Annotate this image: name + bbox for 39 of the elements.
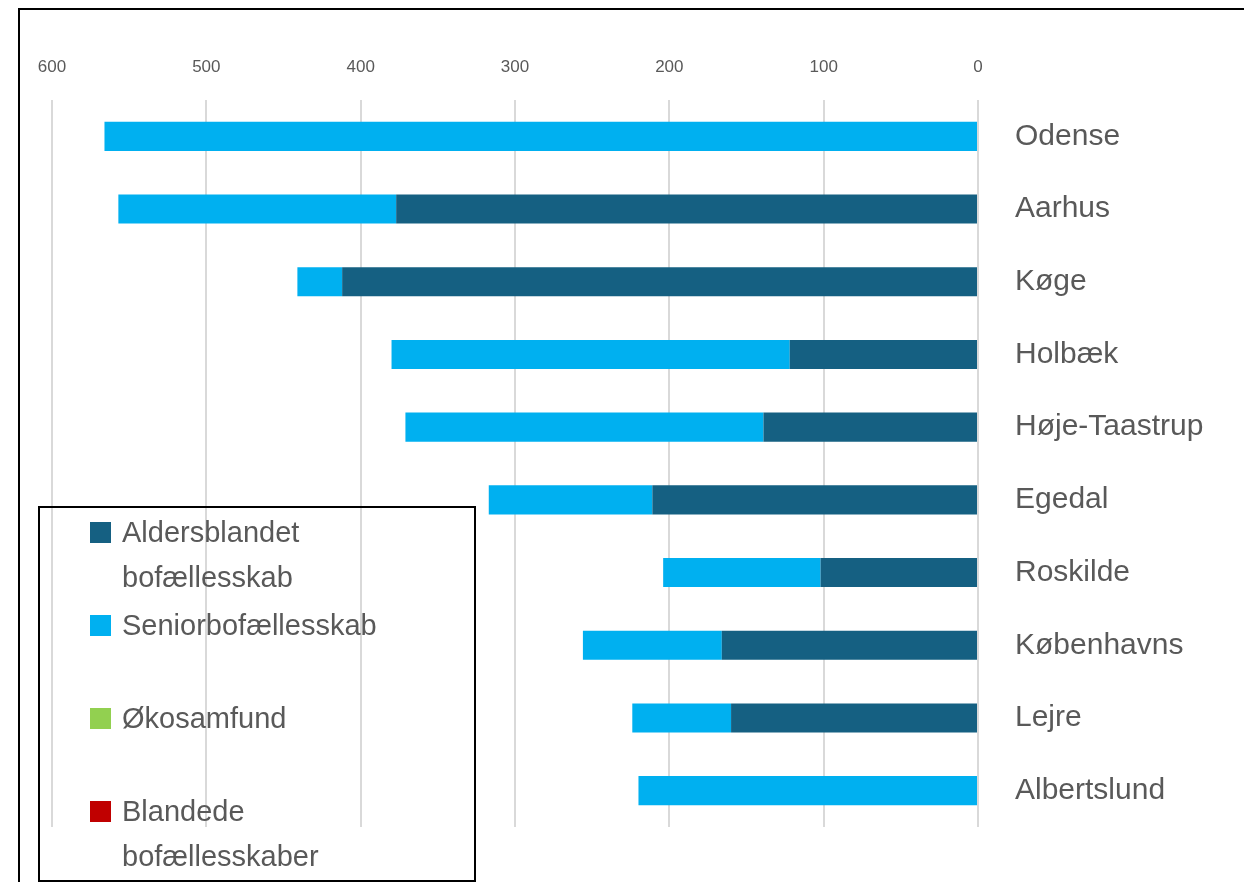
x-tick-label: 600 xyxy=(37,57,67,77)
bar xyxy=(297,267,343,297)
legend-label: Seniorbofællesskab xyxy=(122,608,378,643)
x-tick-label: 100 xyxy=(809,57,838,77)
bar xyxy=(789,339,977,369)
y-tick-label: Egedal xyxy=(1015,481,1109,515)
x-tick-label: 400 xyxy=(346,57,375,77)
bar xyxy=(104,121,977,151)
bar xyxy=(405,412,764,442)
y-tick-label: Køge xyxy=(1015,263,1087,297)
bar xyxy=(632,703,732,733)
legend-label: Økosamfund xyxy=(122,701,288,736)
x-tick-label: 0 xyxy=(973,57,983,77)
bar xyxy=(396,194,977,224)
bar xyxy=(652,485,977,515)
x-tick-label: 500 xyxy=(192,57,221,77)
bar xyxy=(763,412,977,442)
bar xyxy=(663,558,821,588)
y-tick-label: Københavns xyxy=(1015,626,1184,660)
bar xyxy=(731,703,977,733)
x-tick-label: 300 xyxy=(500,57,530,77)
y-tick-label: Odense xyxy=(1015,117,1121,151)
y-tick-label: Roskilde xyxy=(1015,553,1131,587)
y-tick-label: Aarhus xyxy=(1015,190,1111,224)
x-tick-label: 200 xyxy=(655,57,684,77)
y-tick-label: Lejre xyxy=(1015,699,1082,733)
bar xyxy=(820,558,977,588)
bar xyxy=(391,339,790,369)
legend-label: Blandede bofællesskaber xyxy=(122,794,320,874)
y-tick-label: Albertslund xyxy=(1015,771,1166,805)
bar xyxy=(721,630,977,660)
y-tick-label: Høje-Taastrup xyxy=(1015,408,1204,442)
bar xyxy=(638,776,977,806)
bar xyxy=(582,630,722,660)
bar xyxy=(118,194,397,224)
y-tick-label: Holbæk xyxy=(1015,335,1120,369)
legend-label: Aldersblandet bofællesskab xyxy=(122,515,301,595)
bar xyxy=(342,267,977,297)
bar xyxy=(488,485,653,515)
